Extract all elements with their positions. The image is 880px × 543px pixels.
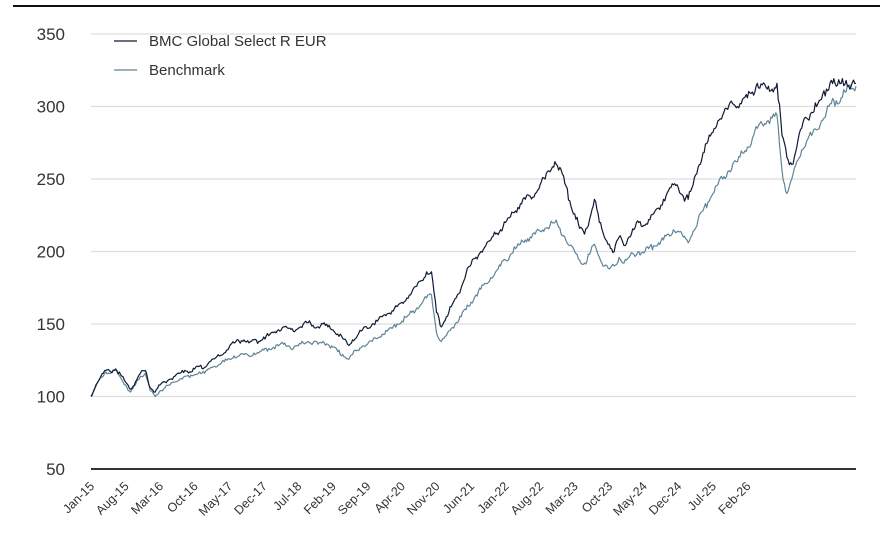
x-tick-label: Jul-25: [685, 479, 719, 513]
x-tick-label: May-17: [196, 479, 235, 518]
y-tick-label: 250: [37, 170, 65, 189]
y-tick-label: 150: [37, 315, 65, 334]
series-line-benchmark: [90, 84, 857, 398]
x-tick-label: Apr-20: [372, 479, 408, 515]
series-line-fund: [90, 78, 857, 397]
x-tick-label: Jun-21: [440, 479, 477, 516]
x-tick-label: Jan-22: [475, 479, 512, 516]
x-tick-label: May-24: [611, 479, 650, 518]
x-tick-label: Feb-19: [301, 479, 339, 517]
x-tick-label: Jan-15: [60, 479, 97, 516]
x-tick-label: Dec-24: [646, 479, 684, 517]
x-tick-label: Sep-19: [335, 479, 373, 517]
gridlines: [91, 33, 856, 470]
x-tick-label: Aug-15: [93, 479, 131, 517]
x-tick-label: Mar-16: [128, 479, 166, 517]
x-tick-label: Dec-17: [231, 479, 269, 517]
y-tick-label: 300: [37, 98, 65, 117]
y-tick-label: 200: [37, 243, 65, 262]
top-border-rule: [13, 5, 880, 7]
legend: BMC Global Select R EUR Benchmark: [114, 33, 327, 79]
y-tick-label: 50: [46, 460, 65, 479]
x-tick-label: Mar-23: [543, 479, 581, 517]
x-tick-label: Oct-23: [579, 479, 615, 515]
x-tick-label: Jul-18: [270, 479, 304, 513]
y-axis-ticks: 50 100 150 200 250 300 350: [37, 25, 65, 479]
x-tick-label: Feb-26: [716, 479, 754, 517]
x-tick-label: Oct-16: [164, 479, 200, 515]
y-tick-label: 100: [37, 388, 65, 407]
series-lines: [90, 78, 857, 398]
legend-label-fund: BMC Global Select R EUR: [149, 33, 327, 50]
y-tick-label: 350: [37, 25, 65, 44]
x-tick-label: Nov-20: [404, 479, 442, 517]
legend-label-benchmark: Benchmark: [149, 62, 225, 79]
x-tick-label: Aug-22: [508, 479, 546, 517]
